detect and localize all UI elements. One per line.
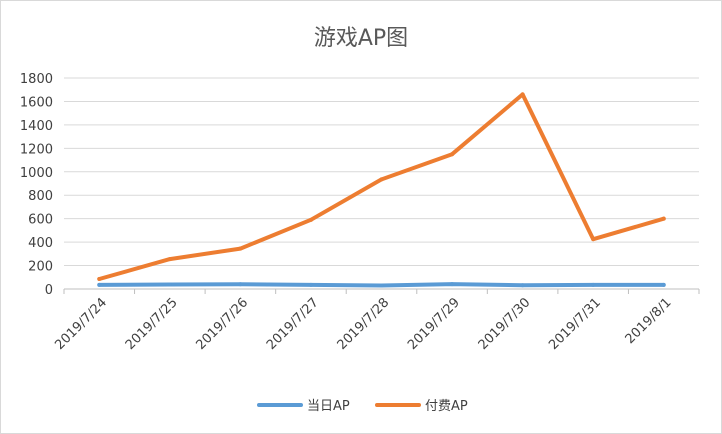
x-tick-label: 2019/7/31	[546, 295, 604, 353]
gridlines	[64, 77, 699, 290]
data-point	[661, 282, 666, 287]
chart-title: 游戏AP图	[314, 26, 408, 51]
data-point	[520, 92, 525, 97]
data-point	[520, 283, 525, 288]
data-point	[450, 282, 455, 287]
y-tick-label: 800	[28, 189, 53, 204]
data-point	[167, 257, 172, 262]
legend-label: 付费AP	[425, 399, 468, 414]
y-tick-label: 400	[28, 236, 53, 251]
data-point	[591, 237, 596, 242]
data-point	[591, 282, 596, 287]
x-tick-label: 2019/7/26	[193, 295, 251, 353]
series-line-2	[97, 92, 666, 281]
data-point	[450, 152, 455, 157]
data-point	[238, 246, 243, 251]
x-tick-label: 2019/7/25	[123, 295, 181, 353]
y-tick-label: 1800	[20, 72, 53, 87]
legend-label: 当日AP	[307, 399, 350, 414]
x-tick-label: 2019/7/29	[405, 295, 463, 353]
y-tick-label: 0	[45, 283, 53, 298]
y-tick-label: 1200	[20, 142, 53, 157]
x-tick-label: 2019/8/1	[623, 295, 675, 347]
y-axis: 0 200 400 600 800 1000 1200 1400 1600 1800	[20, 72, 53, 298]
data-point	[308, 217, 313, 222]
data-point	[308, 282, 313, 287]
x-tick-label: 2019/7/27	[264, 295, 322, 353]
x-tick-label: 2019/7/30	[476, 295, 534, 353]
y-tick-label: 1400	[20, 119, 53, 134]
data-point	[167, 282, 172, 287]
data-point	[379, 283, 384, 288]
y-tick-label: 200	[28, 260, 53, 275]
x-tick-label: 2019/7/24	[52, 295, 110, 353]
x-axis: 2019/7/24 2019/7/25 2019/7/26 2019/7/27 2019…	[52, 289, 700, 353]
y-tick-label: 600	[28, 213, 53, 228]
data-point	[97, 277, 102, 282]
data-point	[97, 282, 102, 287]
data-point	[661, 216, 666, 221]
data-point	[379, 177, 384, 182]
data-point	[238, 282, 243, 287]
series-lines	[97, 92, 666, 288]
y-tick-label: 1000	[20, 166, 53, 181]
x-tick-label: 2019/7/28	[335, 295, 393, 353]
y-tick-label: 1600	[20, 95, 53, 110]
legend: 当日AP 付费AP	[257, 399, 468, 414]
